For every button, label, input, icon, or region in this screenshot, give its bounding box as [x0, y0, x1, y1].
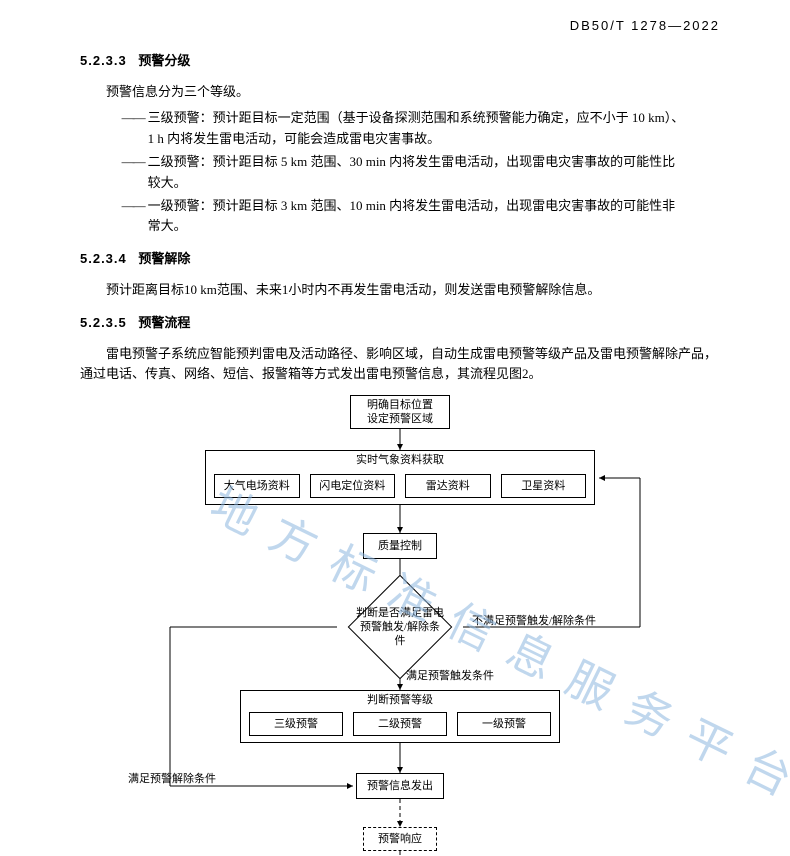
paragraph: 预计距离目标10 km范围、未来1小时内不再发生雷电活动，则发送雷电预警解除信息… — [80, 280, 720, 301]
heading-num: 5.2.3.4 — [80, 251, 127, 266]
heading-5-2-3-4: 5.2.3.4 预警解除 — [80, 249, 720, 270]
list-item: —— 二级预警：预计距目标 5 km 范围、30 min 内将发生雷电活动，出现… — [122, 152, 720, 194]
paragraph: 预警信息分为三个等级。 — [80, 82, 720, 103]
flow-group-title: 实时气象资料获取 — [206, 453, 594, 467]
list-text-cont: 1 h 内将发生雷电活动，可能会造成雷电灾害事故。 — [148, 129, 720, 150]
dash-icon: —— — [122, 196, 144, 238]
flow-start-label: 明确目标位置 设定预警区域 — [367, 398, 433, 427]
dash-icon: —— — [122, 108, 144, 150]
heading-title: 预警解除 — [138, 251, 190, 266]
dash-icon: —— — [122, 152, 144, 194]
heading-num: 5.2.3.3 — [80, 53, 127, 68]
flow-level-item: 二级预警 — [353, 712, 447, 736]
flow-start-box: 明确目标位置 设定预警区域 — [350, 395, 450, 429]
flow-decision: 判断是否满足雷电 预警触发/解除条件 — [348, 575, 452, 679]
document-code: DB50/T 1278—2022 — [80, 16, 720, 37]
flowchart: 明确目标位置 设定预警区域 实时气象资料获取 大气电场资料 闪电定位资料 雷达资… — [80, 395, 720, 855]
heading-5-2-3-3: 5.2.3.3 预警分级 — [80, 51, 720, 72]
flow-send-label: 预警信息发出 — [367, 779, 433, 793]
flow-data-item: 雷达资料 — [405, 474, 491, 498]
flow-qc-label: 质量控制 — [378, 539, 422, 553]
flow-data-item: 闪电定位资料 — [310, 474, 396, 498]
heading-num: 5.2.3.5 — [80, 315, 127, 330]
list-text: 二级预警：预计距目标 5 km 范围、30 min 内将发生雷电活动，出现雷电灾… — [148, 154, 676, 169]
list-text-cont: 较大。 — [148, 173, 720, 194]
warning-level-list: —— 三级预警：预计距目标一定范围（基于设备探测范围和系统预警能力确定，应不小于… — [80, 108, 720, 237]
flow-respond-label: 预警响应 — [378, 832, 422, 846]
flow-decision-label: 判断是否满足雷电 预警触发/解除条件 — [348, 575, 452, 679]
heading-5-2-3-5: 5.2.3.5 预警流程 — [80, 313, 720, 334]
list-text: 三级预警：预计距目标一定范围（基于设备探测范围和系统预警能力确定，应不小于 10… — [148, 110, 685, 125]
list-text: 一级预警：预计距目标 3 km 范围、10 min 内将发生雷电活动，出现雷电灾… — [148, 198, 676, 213]
flow-level-item: 三级预警 — [249, 712, 343, 736]
flow-group2-title: 判断预警等级 — [241, 693, 559, 707]
flow-data-item: 大气电场资料 — [214, 474, 300, 498]
flow-group-data: 实时气象资料获取 大气电场资料 闪电定位资料 雷达资料 卫星资料 — [205, 450, 595, 505]
flow-data-item: 卫星资料 — [501, 474, 587, 498]
paragraph: 雷电预警子系统应智能预判雷电及活动路径、影响区域，自动生成雷电预警等级产品及雷电… — [80, 344, 720, 386]
flow-qc-box: 质量控制 — [363, 533, 437, 559]
flow-send-box: 预警信息发出 — [356, 773, 444, 799]
flow-edge-yes-label: 满足预警触发条件 — [406, 668, 494, 686]
list-item: —— 三级预警：预计距目标一定范围（基于设备探测范围和系统预警能力确定，应不小于… — [122, 108, 720, 150]
list-text-cont: 常大。 — [148, 216, 720, 237]
flow-group-levels: 判断预警等级 三级预警 二级预警 一级预警 — [240, 690, 560, 743]
flow-level-item: 一级预警 — [457, 712, 551, 736]
list-item: —— 一级预警：预计距目标 3 km 范围、10 min 内将发生雷电活动，出现… — [122, 196, 720, 238]
flow-edge-no-label: 不满足预警触发/解除条件 — [472, 613, 596, 631]
flow-respond-box: 预警响应 — [363, 827, 437, 851]
flow-edge-release-label: 满足预警解除条件 — [128, 771, 216, 789]
heading-title: 预警分级 — [138, 53, 190, 68]
heading-title: 预警流程 — [138, 315, 190, 330]
